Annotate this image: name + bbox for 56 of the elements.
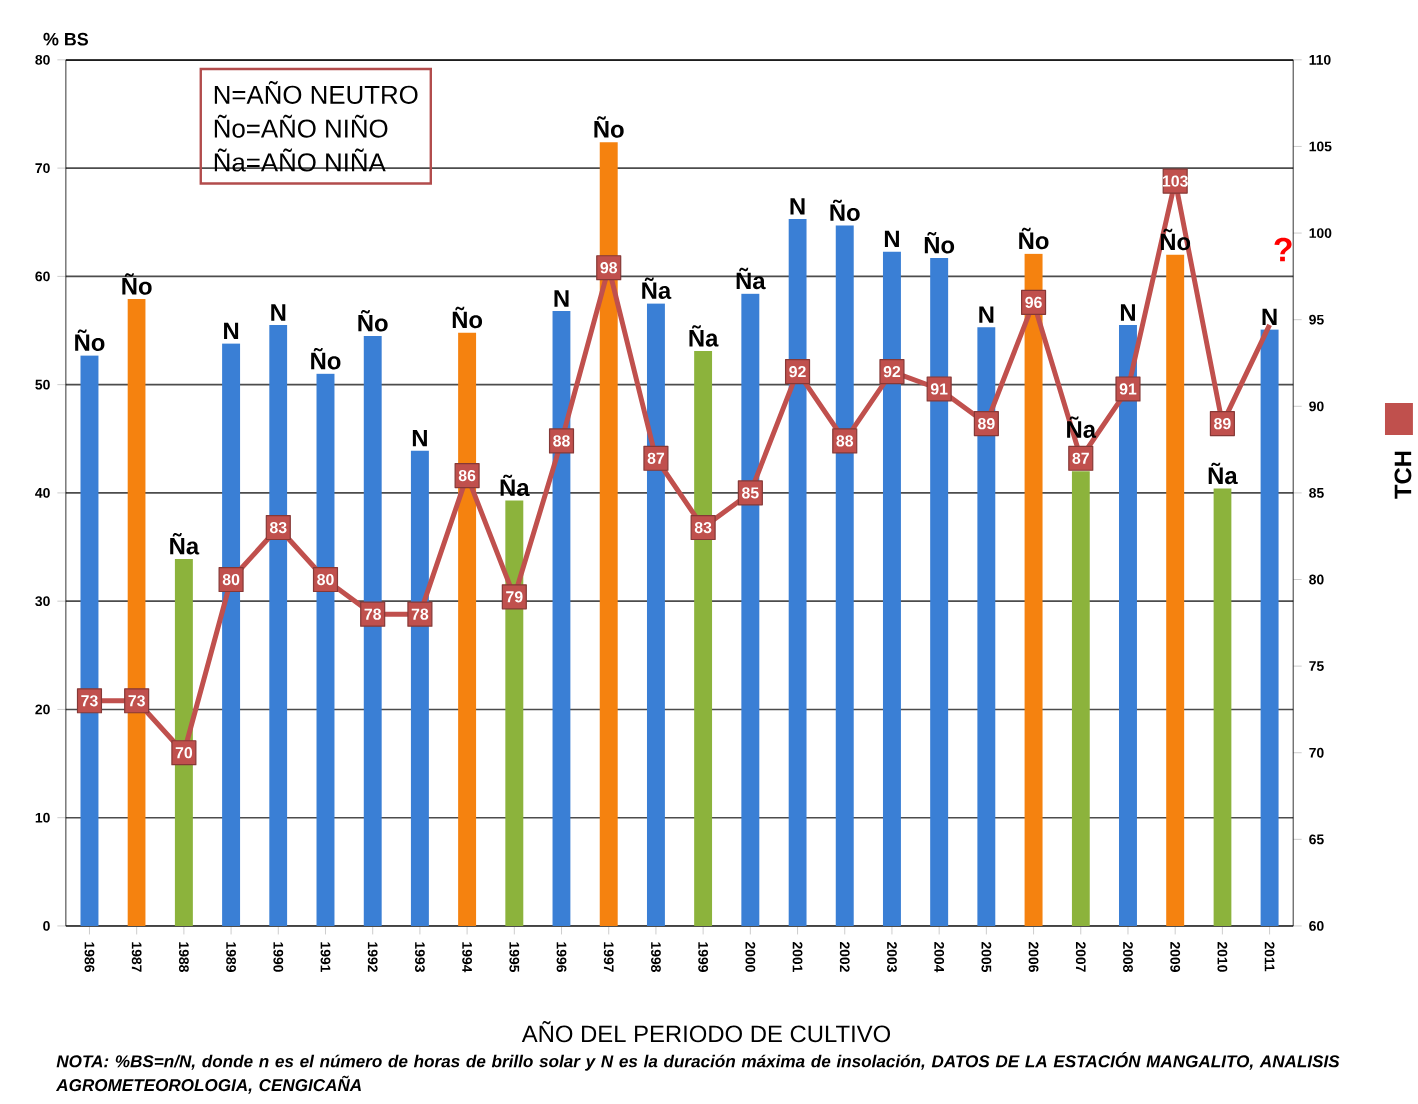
data-label: Ña [1208,462,1238,485]
data-label: Ña [689,325,719,347]
bar [505,500,524,927]
data-label: Ña [170,533,200,555]
bar [788,219,807,927]
data-label: Ña [500,474,530,497]
bar [599,142,618,927]
bar [1166,254,1185,927]
data-label: Ño [122,273,152,295]
bar [1024,253,1043,927]
annotation: Ña=AÑO NIÑA [214,148,386,172]
data-label: Ño [75,329,105,352]
data-label: Ño [452,307,483,329]
bar [1071,471,1090,927]
data-label: N [884,230,899,248]
data-label: N [554,290,569,307]
data-label: N [224,322,239,340]
data-label: Ño [830,199,860,222]
bar [316,374,335,927]
data-label: Ño [1019,228,1049,250]
legend-label: TCH [1394,451,1412,499]
data-label: N [1120,304,1135,321]
data-label: Ña [642,277,672,300]
annotation: ? [1274,237,1292,262]
bar [174,559,193,927]
bar [646,303,665,927]
x-axis-title: AÑO DEL PERIODO DE CULTIVO [521,1021,891,1043]
data-label: N [979,306,994,324]
bar [882,251,901,927]
data-label: N [412,430,427,447]
bar [410,450,429,927]
bar [1119,325,1137,927]
annotation: N=AÑO NEUTRO [214,81,418,105]
bar [222,343,241,927]
bar [363,336,382,927]
bar [458,332,477,927]
data-label: N [271,304,286,321]
bar [977,327,996,927]
data-label: N [790,198,805,215]
bar [269,325,288,927]
y-axis-title: % BS [43,33,89,46]
bar [1213,488,1232,927]
bar [694,351,713,927]
bar [127,299,146,927]
data-label: Ño [358,310,388,332]
text: NOTA: %BS=n/N, donde n es el número de horas de brillo solar y N es la duración máxima de insolación, DATOS DE LA ESTACIÓN MANGALITO, ANALISIS AGROMETEOROLOGIA, CENGICAÑA [55,1052,1340,1094]
annotation: Ño=AÑO NIÑO [214,115,388,138]
bar [835,225,854,927]
bar [80,355,99,927]
data-label: N [1262,308,1277,326]
bar [930,258,949,927]
data-label: Ño [924,232,955,254]
bar [741,293,760,927]
data-label: Ño [311,348,341,370]
data-label: Ño [594,116,624,138]
bar [1260,329,1279,927]
